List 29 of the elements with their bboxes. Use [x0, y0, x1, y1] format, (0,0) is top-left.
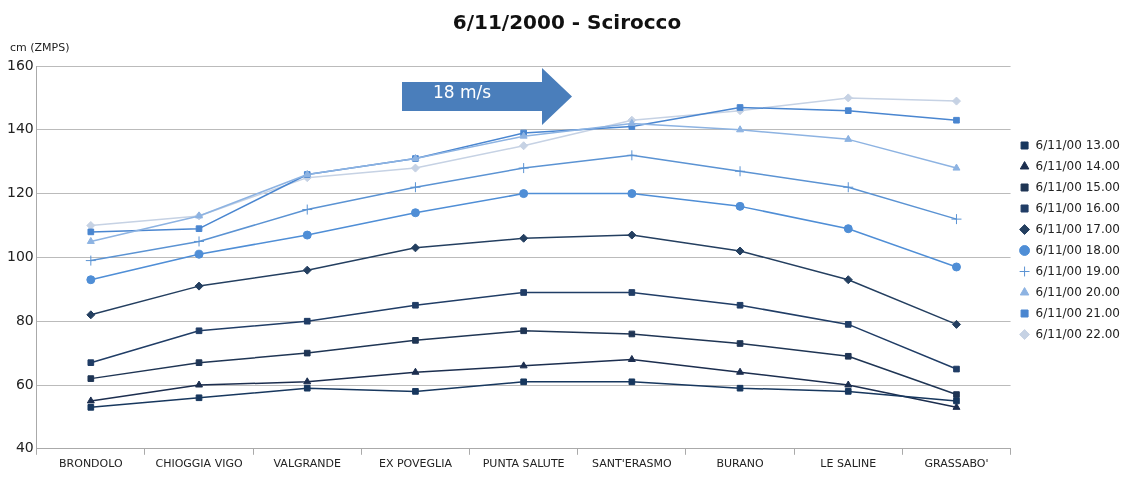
- y-axis-title: cm (ZMPS): [10, 41, 70, 55]
- y-tick-label: 120: [6, 184, 34, 201]
- x-tick-label: PUNTA SALUTE: [482, 457, 565, 471]
- legend-label: 6/11/00 14.00: [1035, 158, 1121, 173]
- y-tick-label: 60: [15, 375, 34, 392]
- annotation: 18 m/s: [431, 82, 493, 104]
- y-tick-label: 80: [15, 311, 34, 328]
- x-tick-label: GRASSABO': [924, 457, 989, 471]
- y-tick-label: 140: [6, 120, 34, 137]
- legend-label: 6/11/00 18.00: [1035, 242, 1121, 257]
- y-tick-label: 100: [6, 248, 34, 265]
- legend-label: 6/11/00 13.00: [1035, 137, 1121, 152]
- legend-label: 6/11/00 16.00: [1035, 200, 1121, 215]
- x-tick-label: BURANO: [716, 457, 764, 471]
- legend-label: 6/11/00 20.00: [1035, 284, 1121, 299]
- x-tick-label: EX POVEGLIA: [378, 457, 453, 471]
- x-tick-label: LE SALINE: [820, 457, 877, 471]
- chart-title: 6/11/2000 - Scirocco: [452, 10, 682, 35]
- y-tick-label: 40: [15, 439, 34, 456]
- legend-label: 6/11/00 21.00: [1035, 305, 1121, 320]
- x-tick-label: SANT'ERASMO: [592, 457, 672, 471]
- legend-label: 6/11/00 19.00: [1035, 263, 1121, 278]
- legend-label: 6/11/00 22.00: [1035, 326, 1121, 341]
- x-tick-label: BRONDOLO: [59, 457, 123, 471]
- x-tick-label: VALGRANDE: [273, 457, 341, 471]
- x-tick-label: CHIOGGIA VIGO: [155, 457, 243, 471]
- legend-label: 6/11/00 17.00: [1035, 221, 1121, 236]
- y-tick-label: 160: [6, 56, 34, 73]
- legend-label: 6/11/00 15.00: [1035, 179, 1121, 194]
